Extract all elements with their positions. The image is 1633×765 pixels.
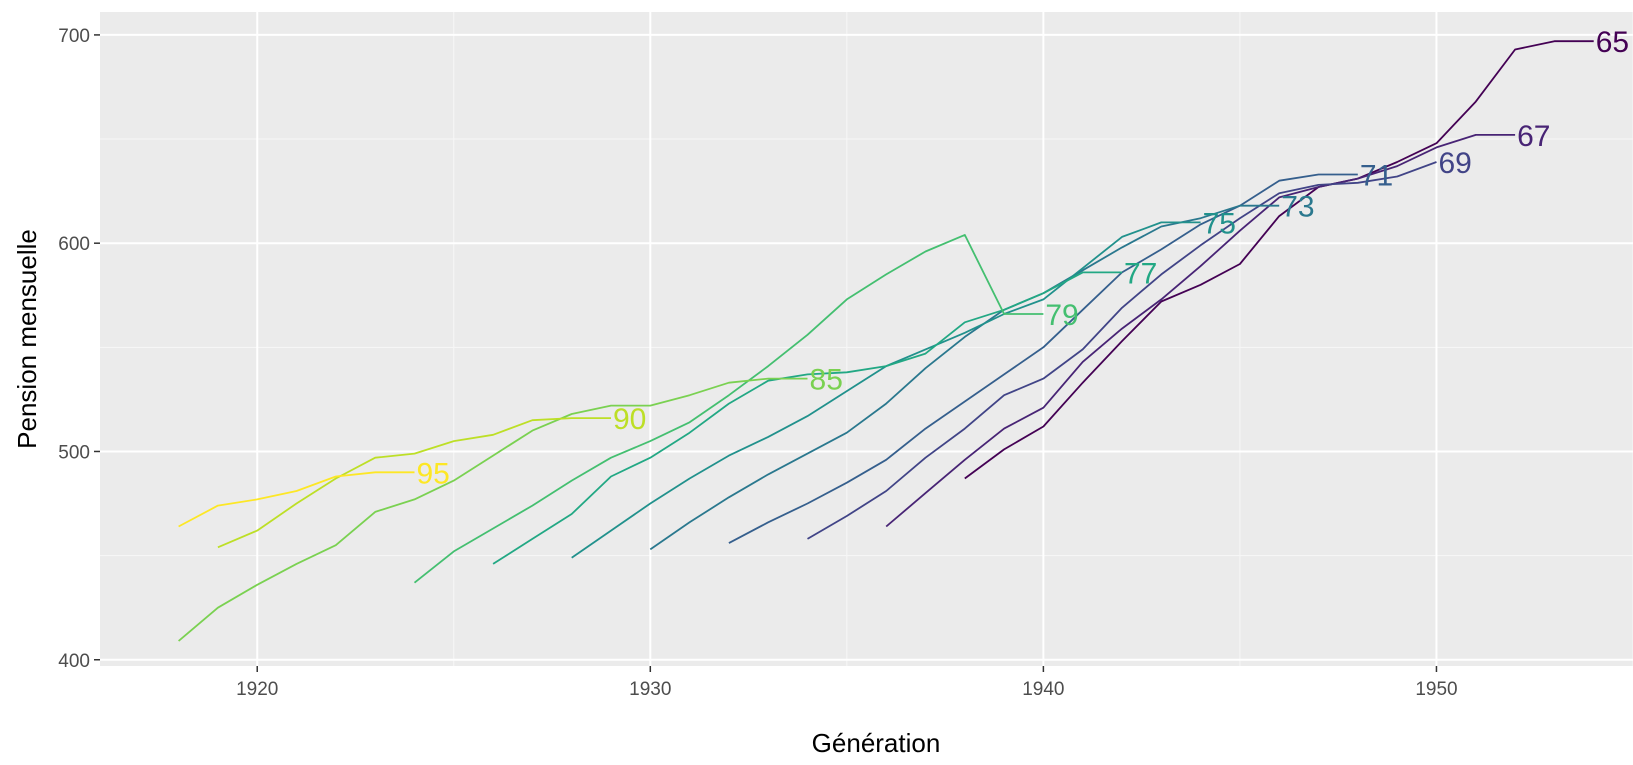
series-label-65: 65 bbox=[1596, 26, 1629, 59]
series-line-95 bbox=[178, 471, 415, 528]
series-line-65 bbox=[964, 40, 1594, 480]
major-gridlines bbox=[100, 12, 1633, 666]
minor-gridlines bbox=[100, 12, 1633, 666]
y-tick-label: 500 bbox=[58, 442, 90, 463]
series-label-69: 69 bbox=[1438, 147, 1471, 180]
series-line-73 bbox=[649, 204, 1280, 551]
series-labels: 65 67 69 71 73 75 77 79 85 90 95 bbox=[416, 26, 1629, 490]
series-line-79 bbox=[413, 233, 1044, 584]
series-label-73: 73 bbox=[1281, 191, 1314, 224]
plot-panel bbox=[100, 12, 1633, 666]
series-line-69 bbox=[807, 161, 1437, 540]
series-line-85 bbox=[178, 377, 808, 642]
series-line-90 bbox=[217, 417, 611, 549]
series-line-77 bbox=[492, 271, 1122, 565]
series-lines bbox=[178, 40, 1594, 642]
series-label-71: 71 bbox=[1360, 159, 1393, 192]
y-tick-label: 600 bbox=[58, 234, 90, 255]
series-label-95: 95 bbox=[416, 457, 449, 490]
x-tick-label: 1930 bbox=[629, 679, 671, 700]
y-tick-label: 400 bbox=[58, 651, 90, 672]
x-tick-label: 1920 bbox=[236, 679, 278, 700]
axis-ticks bbox=[94, 34, 1438, 672]
series-label-85: 85 bbox=[810, 364, 843, 397]
y-tick-label: 700 bbox=[58, 26, 90, 47]
x-tick-label: 1950 bbox=[1415, 679, 1457, 700]
series-line-67 bbox=[885, 133, 1516, 528]
y-tick-labels: 400 500 600 700 bbox=[58, 26, 90, 672]
x-tick-labels: 1920 1930 1940 1950 bbox=[236, 679, 1458, 700]
series-label-79: 79 bbox=[1045, 299, 1078, 332]
series-label-90: 90 bbox=[613, 403, 646, 436]
x-axis-title: Génération bbox=[812, 728, 941, 758]
series-label-67: 67 bbox=[1517, 120, 1550, 153]
series-label-75: 75 bbox=[1203, 207, 1236, 240]
series-line-71 bbox=[728, 173, 1358, 544]
x-tick-label: 1940 bbox=[1022, 679, 1064, 700]
series-label-77: 77 bbox=[1124, 257, 1157, 290]
y-axis-title: Pension mensuelle bbox=[12, 229, 42, 449]
